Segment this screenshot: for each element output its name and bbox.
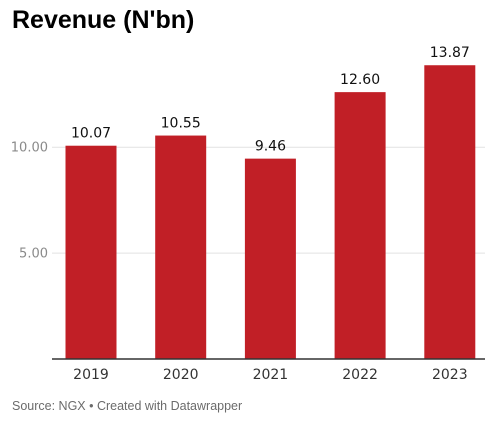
x-axis-categories: 2019 2020 2021 2022 2023 xyxy=(73,367,467,383)
chart-title: Revenue (N'bn) xyxy=(12,6,195,34)
data-label: 10.07 xyxy=(71,126,111,142)
x-tick-label: 2023 xyxy=(432,367,468,383)
y-axis-ticks: 5.00 10.00 xyxy=(11,141,48,262)
source-note: Source: NGX • Created with Datawrapper xyxy=(12,399,243,413)
bar-2022 xyxy=(334,92,386,359)
x-tick-label: 2022 xyxy=(342,367,378,383)
bar-2021 xyxy=(244,158,296,359)
bar-2020 xyxy=(155,135,207,359)
data-label: 13.87 xyxy=(430,45,470,61)
data-label: 9.46 xyxy=(255,139,286,155)
x-tick-label: 2019 xyxy=(73,367,109,383)
data-label: 12.60 xyxy=(340,72,380,88)
y-tick-label: 5.00 xyxy=(19,247,48,262)
x-tick-label: 2021 xyxy=(253,367,289,383)
y-tick-label: 10.00 xyxy=(11,141,48,156)
data-labels: 10.07 10.55 9.46 12.60 13.87 xyxy=(71,45,470,154)
x-tick-label: 2020 xyxy=(163,367,199,383)
bar-2019 xyxy=(65,145,117,359)
data-label: 10.55 xyxy=(161,116,201,132)
bar-2023 xyxy=(424,65,476,359)
bars xyxy=(65,65,476,359)
